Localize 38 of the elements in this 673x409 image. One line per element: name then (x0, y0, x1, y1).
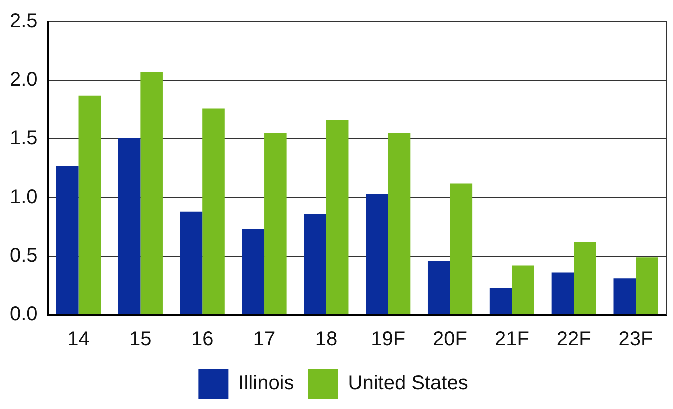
y-tick-label: 2.5 (10, 10, 38, 33)
y-tick-label: 2.0 (10, 69, 38, 92)
bar (242, 229, 265, 314)
x-tick-label: 18 (315, 328, 338, 351)
y-tick-label: 0.0 (10, 304, 38, 326)
bar (552, 272, 574, 314)
bar (574, 242, 596, 314)
x-tick-label: 17 (253, 328, 276, 351)
bar (636, 258, 658, 314)
x-tick-label: 16 (191, 328, 214, 351)
bar (366, 194, 388, 314)
x-tick-label: 23F (618, 328, 654, 351)
legend-label: Illinois (238, 372, 294, 395)
y-tick-label: 1.5 (10, 128, 38, 150)
x-tick-label: 14 (68, 328, 90, 351)
x-tick-label: 19F (371, 328, 406, 351)
x-tick-label: 22F (556, 328, 592, 351)
bar (428, 261, 450, 314)
y-tick-label: 1.0 (10, 186, 38, 208)
x-tick-label: 21F (494, 328, 530, 351)
bar (512, 266, 534, 314)
bar (78, 96, 102, 314)
x-tick-label: 20F (433, 328, 468, 351)
bar (388, 133, 411, 314)
bar (326, 120, 349, 314)
y-tick-label: 0.5 (10, 244, 38, 267)
bar (202, 108, 225, 314)
bar (56, 166, 79, 314)
bar (450, 184, 473, 314)
x-tick-label: 15 (130, 328, 152, 351)
bar (180, 212, 203, 314)
bar (304, 214, 326, 314)
bar (140, 72, 163, 314)
bar (490, 288, 512, 314)
legend-label: United States (348, 372, 468, 395)
bar (118, 138, 141, 314)
bar (614, 278, 636, 314)
bar (264, 133, 287, 314)
